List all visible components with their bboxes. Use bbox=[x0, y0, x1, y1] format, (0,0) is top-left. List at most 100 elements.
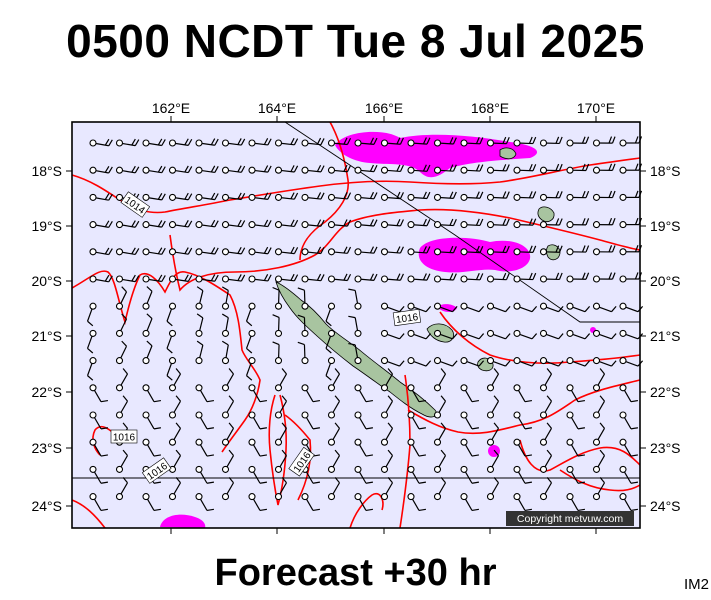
wind-barb-feather bbox=[373, 246, 378, 254]
station-marker bbox=[592, 166, 601, 174]
wind-barb-feather bbox=[161, 193, 166, 201]
station-marker bbox=[327, 329, 336, 337]
station-marker bbox=[168, 139, 177, 147]
wind-barb-feather bbox=[161, 247, 166, 255]
wind-barb-feather bbox=[146, 313, 153, 320]
wind-barb-feather bbox=[524, 481, 533, 484]
wind-barb-feather bbox=[281, 476, 287, 484]
station-marker bbox=[460, 275, 468, 283]
wind-barb-feather bbox=[418, 427, 427, 430]
wind-barb-feather bbox=[272, 286, 280, 291]
station-marker bbox=[142, 438, 150, 446]
station-marker bbox=[301, 248, 309, 256]
wind-barb-feather bbox=[161, 166, 166, 174]
wind-barb-feather bbox=[297, 341, 305, 346]
wind-barb-feather bbox=[206, 399, 215, 403]
station-marker bbox=[513, 438, 521, 446]
wind-barb-feather bbox=[325, 375, 332, 381]
wind-barb-feather bbox=[425, 360, 432, 367]
wind-barb-feather bbox=[104, 138, 110, 146]
station-marker bbox=[168, 411, 177, 419]
wind-barb-feather bbox=[479, 273, 484, 281]
wind-barb-feather bbox=[346, 165, 352, 172]
wind-barb-feather bbox=[187, 166, 193, 173]
station-marker bbox=[168, 166, 177, 174]
wind-barb-feather bbox=[449, 273, 454, 281]
top-lon-label: 170°E bbox=[577, 100, 615, 116]
station-marker bbox=[142, 248, 150, 256]
wind-barb-feather bbox=[599, 395, 605, 402]
station-marker bbox=[566, 248, 574, 256]
wind-barb-feather bbox=[399, 333, 405, 340]
wind-barb-feather bbox=[426, 246, 431, 254]
station-marker bbox=[592, 275, 601, 283]
station-marker bbox=[142, 357, 150, 365]
station-marker bbox=[433, 275, 442, 283]
wind-barb-feather bbox=[134, 166, 140, 174]
wind-barb-feather bbox=[214, 138, 219, 146]
wind-barb-feather bbox=[387, 449, 393, 456]
wind-barb-feather bbox=[153, 481, 162, 484]
wind-barb-feather bbox=[365, 508, 374, 512]
wind-barb-feather bbox=[452, 246, 457, 254]
station-marker bbox=[327, 357, 336, 365]
wind-barb-feather bbox=[422, 218, 427, 226]
station-marker bbox=[142, 411, 150, 419]
wind-barb-feather bbox=[577, 508, 586, 512]
station-marker bbox=[89, 166, 97, 174]
station-marker bbox=[566, 438, 574, 446]
wind-barb-feather bbox=[108, 139, 113, 147]
station-marker bbox=[301, 275, 309, 283]
wind-barb-feather bbox=[293, 274, 299, 282]
station-marker bbox=[460, 411, 468, 419]
wind-barb-feather bbox=[334, 422, 340, 429]
wind-barb-feather bbox=[228, 476, 234, 484]
station-marker bbox=[301, 166, 309, 174]
station-marker bbox=[380, 357, 389, 365]
wind-barb-feather bbox=[505, 137, 510, 144]
wind-barb-feather bbox=[334, 395, 340, 402]
wind-barb-feather bbox=[369, 219, 375, 226]
wind-barb-feather bbox=[369, 191, 375, 199]
station-marker bbox=[407, 438, 415, 446]
wind-barb-feather bbox=[452, 360, 458, 367]
wind-barb-feather bbox=[585, 218, 590, 226]
station-marker bbox=[221, 384, 230, 392]
wind-barb-feather bbox=[228, 395, 234, 402]
station-marker bbox=[486, 357, 495, 365]
wind-barb-feather bbox=[611, 190, 616, 198]
left-lat-label: 19°S bbox=[31, 218, 62, 234]
wind-barb-feather bbox=[348, 315, 356, 319]
wind-barb-feather bbox=[399, 273, 404, 281]
station-marker bbox=[380, 166, 389, 174]
station-marker bbox=[460, 465, 468, 473]
station-marker bbox=[592, 221, 601, 229]
wind-barb-feather bbox=[228, 368, 234, 375]
station-marker bbox=[248, 465, 256, 473]
station-marker bbox=[142, 302, 150, 310]
wind-barb-feather bbox=[240, 247, 246, 255]
map-frame bbox=[71, 121, 641, 529]
wind-barb-feather bbox=[272, 314, 280, 318]
wind-barb-feather bbox=[146, 340, 153, 347]
wind-barb-feather bbox=[577, 427, 586, 430]
station-marker bbox=[460, 357, 468, 365]
wind-barb-feather bbox=[343, 246, 348, 254]
station-marker bbox=[354, 248, 362, 256]
wind-barb-feather bbox=[475, 218, 480, 226]
wind-barb-feather bbox=[475, 191, 480, 199]
station-marker bbox=[486, 193, 495, 201]
station-marker bbox=[539, 302, 548, 310]
wind-barb-feather bbox=[343, 219, 348, 227]
weather-map: 1014 1016 1016 1016 1016 Copyright metvu… bbox=[31, 100, 680, 540]
station-marker bbox=[301, 438, 309, 446]
wind-barb-feather bbox=[558, 272, 563, 280]
wind-barb-feather bbox=[584, 333, 591, 340]
wind-barb-feather bbox=[246, 375, 253, 381]
wind-barb-feather bbox=[263, 219, 269, 227]
wind-barb-feather bbox=[493, 395, 499, 402]
wind-barb-feather bbox=[452, 333, 458, 340]
station-marker bbox=[486, 166, 495, 174]
station-marker bbox=[380, 139, 389, 147]
wind-barb-feather bbox=[478, 333, 485, 340]
